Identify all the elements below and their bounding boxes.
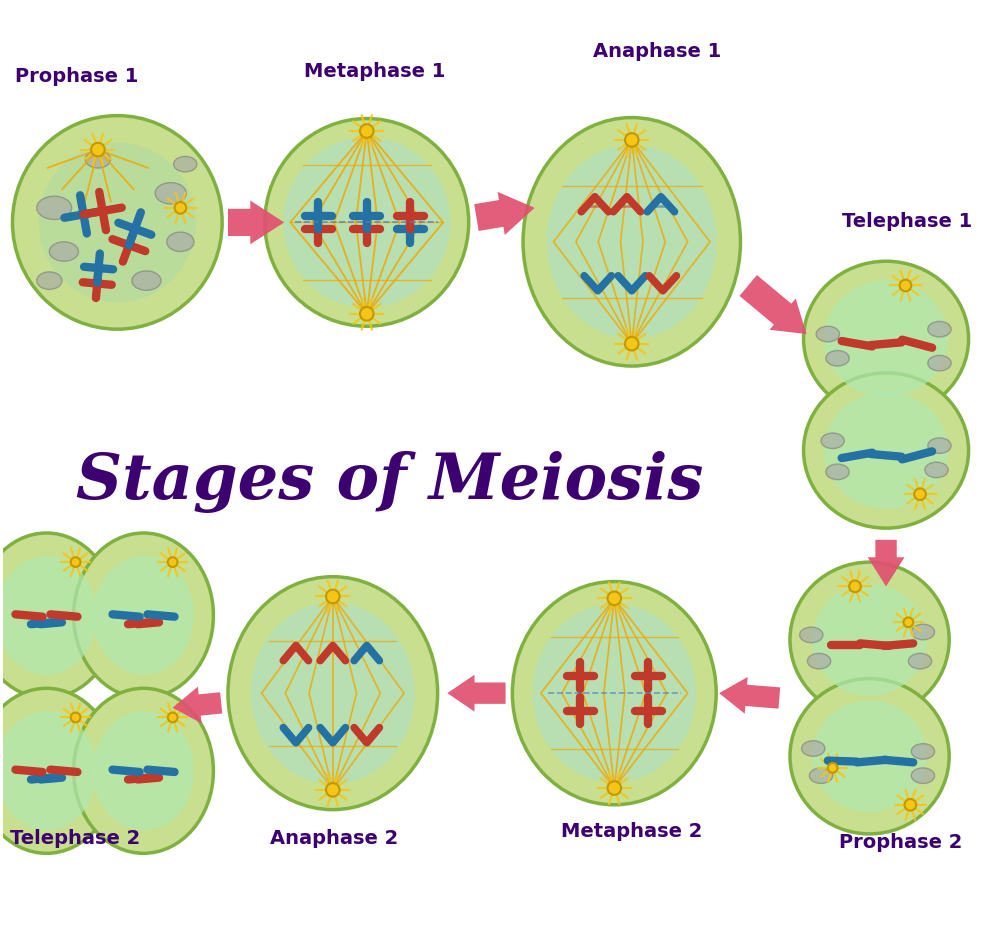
Ellipse shape xyxy=(547,145,717,339)
Ellipse shape xyxy=(93,712,194,830)
FancyArrow shape xyxy=(173,686,222,723)
Ellipse shape xyxy=(908,654,932,669)
Ellipse shape xyxy=(49,242,78,262)
Ellipse shape xyxy=(928,321,951,337)
Circle shape xyxy=(168,558,177,567)
Ellipse shape xyxy=(911,768,935,784)
Ellipse shape xyxy=(928,355,951,371)
Circle shape xyxy=(91,143,105,156)
Ellipse shape xyxy=(0,533,116,698)
Ellipse shape xyxy=(807,654,831,669)
FancyArrow shape xyxy=(474,191,535,235)
Circle shape xyxy=(175,202,186,214)
Circle shape xyxy=(607,591,621,605)
Ellipse shape xyxy=(826,350,849,366)
Ellipse shape xyxy=(265,119,469,326)
Ellipse shape xyxy=(74,688,213,854)
FancyArrow shape xyxy=(868,540,905,587)
Ellipse shape xyxy=(809,768,833,784)
Ellipse shape xyxy=(74,533,213,698)
Ellipse shape xyxy=(790,679,949,834)
Ellipse shape xyxy=(804,373,969,528)
Ellipse shape xyxy=(12,116,222,329)
Text: Prophase 2: Prophase 2 xyxy=(839,833,962,853)
Circle shape xyxy=(625,134,639,147)
Ellipse shape xyxy=(802,741,825,757)
Ellipse shape xyxy=(155,183,186,204)
Ellipse shape xyxy=(826,464,849,480)
Ellipse shape xyxy=(39,142,196,303)
Ellipse shape xyxy=(283,137,450,307)
Text: Anaphase 2: Anaphase 2 xyxy=(270,828,398,848)
Circle shape xyxy=(168,713,177,722)
Ellipse shape xyxy=(790,562,949,717)
Ellipse shape xyxy=(911,743,935,759)
FancyArrow shape xyxy=(447,674,506,712)
Circle shape xyxy=(904,617,913,627)
Ellipse shape xyxy=(512,582,716,805)
Ellipse shape xyxy=(911,624,935,640)
Circle shape xyxy=(625,337,639,350)
Ellipse shape xyxy=(0,556,97,675)
Ellipse shape xyxy=(85,150,111,168)
Text: Metaphase 2: Metaphase 2 xyxy=(561,822,702,841)
Ellipse shape xyxy=(816,326,839,342)
FancyArrow shape xyxy=(719,677,780,714)
Ellipse shape xyxy=(37,196,72,219)
FancyArrow shape xyxy=(228,201,284,244)
Ellipse shape xyxy=(925,462,948,477)
Circle shape xyxy=(71,713,80,722)
Ellipse shape xyxy=(167,233,194,251)
Text: Stages of Meiosis: Stages of Meiosis xyxy=(76,451,703,513)
Ellipse shape xyxy=(800,627,823,643)
Ellipse shape xyxy=(824,392,948,509)
Ellipse shape xyxy=(93,556,194,675)
Ellipse shape xyxy=(824,280,948,397)
Ellipse shape xyxy=(228,576,438,810)
Text: Metaphase 1: Metaphase 1 xyxy=(304,62,445,81)
Ellipse shape xyxy=(533,604,696,783)
Circle shape xyxy=(360,124,374,138)
Circle shape xyxy=(828,763,838,772)
Ellipse shape xyxy=(0,688,116,854)
Text: Telephase 2: Telephase 2 xyxy=(10,828,140,848)
Ellipse shape xyxy=(821,433,844,448)
Ellipse shape xyxy=(132,271,161,290)
Circle shape xyxy=(360,307,374,320)
Ellipse shape xyxy=(251,602,415,784)
Circle shape xyxy=(71,558,80,567)
Ellipse shape xyxy=(37,272,62,290)
Circle shape xyxy=(900,279,911,291)
Ellipse shape xyxy=(812,584,927,696)
Ellipse shape xyxy=(523,118,740,366)
Circle shape xyxy=(326,783,340,797)
Ellipse shape xyxy=(0,712,97,830)
Circle shape xyxy=(607,781,621,795)
Ellipse shape xyxy=(174,156,197,172)
Ellipse shape xyxy=(928,438,951,453)
Circle shape xyxy=(914,488,926,500)
FancyArrow shape xyxy=(740,275,806,334)
Circle shape xyxy=(326,589,340,603)
Circle shape xyxy=(849,581,861,592)
Ellipse shape xyxy=(804,262,969,417)
Text: Anaphase 1: Anaphase 1 xyxy=(593,42,721,62)
Ellipse shape xyxy=(812,700,927,813)
Text: Telephase 1: Telephase 1 xyxy=(842,212,973,232)
Circle shape xyxy=(905,799,916,811)
Text: Prophase 1: Prophase 1 xyxy=(15,66,139,86)
